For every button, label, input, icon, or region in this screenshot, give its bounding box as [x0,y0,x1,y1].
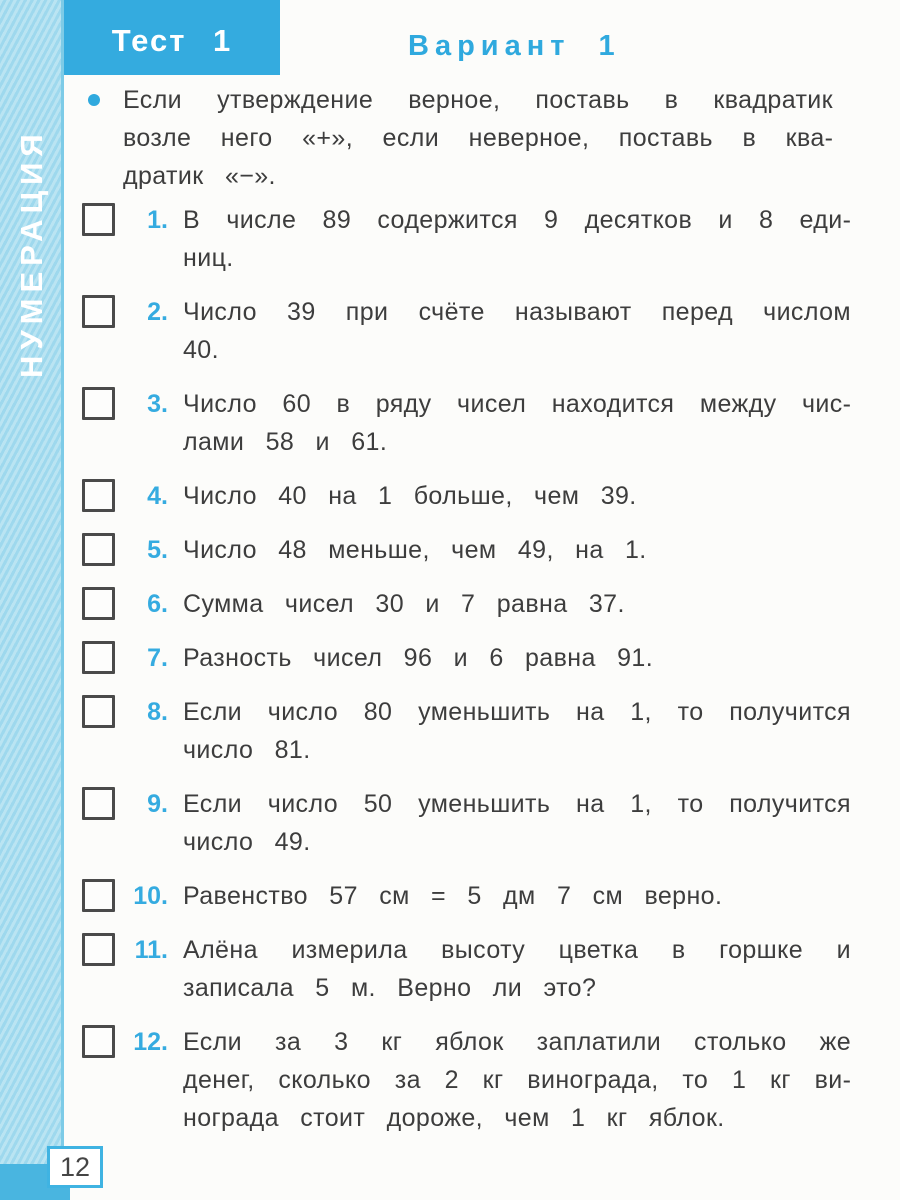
page-number-box: 12 [47,1146,103,1188]
answer-checkbox-10[interactable] [82,879,115,912]
question-number: 12. [133,1028,168,1056]
answer-checkbox-1[interactable] [82,203,115,236]
instruction: Если утверждение верное, поставь в квадр… [82,81,872,195]
question-number: 10. [133,882,168,910]
answer-checkbox-11[interactable] [82,933,115,966]
question-text: Если за 3 кг яблок заплатили столько же … [183,1028,851,1132]
question-number: 1. [147,206,168,234]
question-number: 9. [147,790,168,818]
answer-checkbox-9[interactable] [82,787,115,820]
test-title-box: Тест 1 [64,0,280,75]
question-row-12: 12. Если за 3 кг яблок заплатили столько… [82,1023,872,1137]
question-text: В числе 89 содержится 9 десятков и 8 еди… [183,206,851,272]
question-number: 7. [147,644,168,672]
variant-title: Вариант 1 [408,30,621,62]
test-title: Тест 1 [111,22,233,58]
answer-checkbox-7[interactable] [82,641,115,674]
question-text: Число 40 на 1 больше, чем 39. [183,482,637,510]
question-text: Сумма чисел 30 и 7 равна 37. [183,590,625,618]
question-row-9: 9. Если число 50 уменьшить на 1, то полу… [82,785,872,861]
question-number: 6. [147,590,168,618]
answer-checkbox-3[interactable] [82,387,115,420]
section-title-vertical: НУМЕРАЦИЯ [14,128,49,378]
question-row-6: 6. Сумма чисел 30 и 7 равна 37. [82,585,872,623]
question-row-8: 8. Если число 80 уменьшить на 1, то полу… [82,693,872,769]
question-row-1: 1. В числе 89 содержится 9 десятков и 8 … [82,201,872,277]
question-row-4: 4. Число 40 на 1 больше, чем 39. [82,477,872,515]
instruction-text: Если утверждение верное, поставь в квадр… [123,86,833,190]
question-row-3: 3. Число 60 в ряду чисел находится между… [82,385,872,461]
question-text: Число 48 меньше, чем 49, на 1. [183,536,647,564]
answer-checkbox-2[interactable] [82,295,115,328]
question-number: 3. [147,390,168,418]
question-text: Алёна измерила высоту цветка в горшке и … [183,936,851,1002]
question-row-11: 11. Алёна измерила высоту цветка в горшк… [82,931,872,1007]
question-text: Равенство 57 см = 5 дм 7 см верно. [183,882,723,910]
question-text: Если число 80 уменьшить на 1, то получит… [183,698,851,764]
question-number: 2. [147,298,168,326]
question-text: Число 60 в ряду чисел находится между чи… [183,390,851,456]
answer-checkbox-8[interactable] [82,695,115,728]
question-row-5: 5. Число 48 меньше, чем 49, на 1. [82,531,872,569]
answer-checkbox-4[interactable] [82,479,115,512]
question-row-2: 2. Число 39 при счёте называют перед чис… [82,293,872,369]
question-number: 4. [147,482,168,510]
test-content: Если утверждение верное, поставь в квадр… [82,81,872,1153]
question-row-10: 10. Равенство 57 см = 5 дм 7 см верно. [82,877,872,915]
bullet-icon [88,94,100,106]
question-row-7: 7. Разность чисел 96 и 6 равна 91. [82,639,872,677]
question-text: Число 39 при счёте называют перед числом… [183,298,851,364]
section-sidebar: НУМЕРАЦИЯ [0,0,64,1200]
answer-checkbox-6[interactable] [82,587,115,620]
answer-checkbox-12[interactable] [82,1025,115,1058]
page-number: 12 [59,1151,91,1182]
question-number: 5. [147,536,168,564]
question-list: 1. В числе 89 содержится 9 десятков и 8 … [82,201,872,1137]
question-text: Если число 50 уменьшить на 1, то получит… [183,790,851,856]
question-number: 11. [134,936,168,964]
question-number: 8. [147,698,168,726]
answer-checkbox-5[interactable] [82,533,115,566]
question-text: Разность чисел 96 и 6 равна 91. [183,644,654,672]
